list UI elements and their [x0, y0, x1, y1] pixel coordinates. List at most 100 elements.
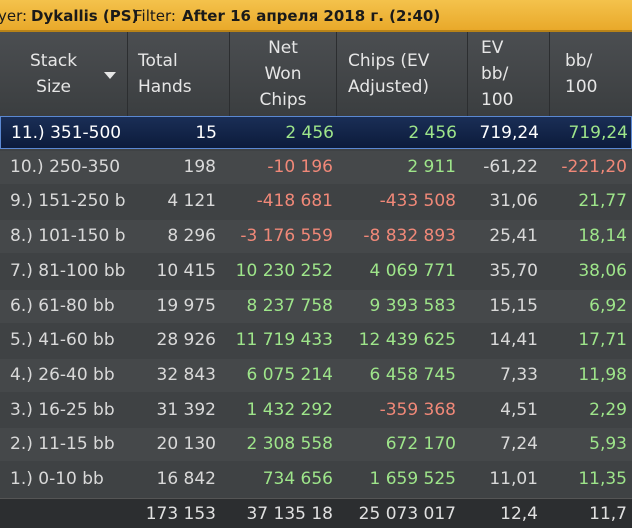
cell-bb: 2,29 — [589, 399, 627, 420]
cell-ev: 2 911 — [407, 156, 456, 177]
table-row[interactable]: 9.) 151-250 bb 4 121 -418 681 -433 508 31,06… — [0, 185, 632, 218]
cell-bb: 5,93 — [589, 434, 627, 455]
table-row[interactable]: 7.) 81-100 bb 10 415 10 230 252 4 069 771 35… — [0, 255, 632, 288]
cell-stack: 5.) 41-60 bb — [10, 330, 115, 351]
cell-hands: 16 842 — [156, 469, 216, 489]
cell-bb: 38,06 — [578, 260, 627, 281]
total-hands: 173 153 — [145, 504, 216, 524]
filter-label: Filter: — [134, 7, 176, 25]
sort-descending-icon — [104, 72, 116, 79]
column-header-label: Total Hands — [138, 51, 192, 97]
table-row[interactable]: 8.) 101-150 bb 8 296 -3 176 559 -8 832 893 2… — [0, 220, 632, 254]
column-header-total-hands[interactable]: Total Hands — [128, 32, 230, 116]
cell-evbb: 31,06 — [489, 191, 538, 212]
total-won: 37 135 18 — [246, 504, 333, 524]
cell-won: -3 176 559 — [240, 226, 333, 247]
cell-bb: -221,20 — [561, 156, 627, 177]
player-name[interactable]: Dykallis (PS) — [31, 7, 139, 25]
cell-won: 734 656 — [262, 469, 333, 489]
cell-won: -418 681 — [256, 191, 333, 212]
table-row[interactable]: 6.) 61-80 bb 19 975 8 237 758 9 393 583 15,1… — [0, 289, 632, 323]
table-row[interactable]: 4.) 26-40 bb 32 843 6 075 214 6 458 745 7,33… — [0, 358, 632, 392]
cell-ev: 9 393 583 — [369, 295, 456, 316]
cell-evbb: 25,41 — [489, 226, 538, 247]
table-row[interactable]: 3.) 16-25 bb 31 392 1 432 292 -359 368 4,51 2… — [0, 394, 632, 427]
cell-hands: 198 — [183, 156, 216, 177]
cell-stack: 6.) 61-80 bb — [10, 295, 115, 316]
column-header-chips-ev[interactable]: Chips (EV Adjusted) — [337, 32, 468, 116]
cell-ev: 6 458 745 — [369, 364, 456, 385]
totals-row: 173 153 37 135 18 25 073 017 12,4 11,7 — [0, 498, 632, 528]
cell-bb: 17,71 — [578, 330, 627, 351]
cell-evbb: 7,24 — [500, 434, 538, 455]
cell-ev: 672 170 — [385, 434, 456, 455]
cell-hands: 8 296 — [167, 226, 216, 247]
cell-stack: 10.) 250-350 — [10, 156, 121, 177]
cell-ev: 1 659 525 — [369, 469, 456, 489]
cell-won: 1 432 292 — [246, 399, 333, 420]
cell-ev: -8 832 893 — [363, 226, 456, 247]
cell-evbb: 15,15 — [489, 295, 538, 316]
cell-evbb: 719,24 — [479, 123, 539, 143]
cell-hands: 20 130 — [156, 434, 216, 455]
cell-evbb: -61,22 — [483, 156, 538, 177]
cell-bb: 11,98 — [578, 364, 627, 385]
cell-hands: 31 392 — [156, 399, 216, 420]
cell-ev: -359 368 — [379, 399, 456, 420]
cell-won: -10 196 — [267, 156, 333, 177]
cell-stack: 2.) 11-15 bb — [10, 434, 115, 455]
cell-hands: 10 415 — [156, 260, 216, 281]
cell-won: 6 075 214 — [246, 364, 333, 385]
column-header-stack-size[interactable]: Stack Size — [0, 32, 128, 116]
column-header-label: EV bb/ 100 — [481, 38, 514, 110]
cell-won: 10 230 252 — [235, 260, 333, 281]
cell-ev: -433 508 — [379, 191, 456, 212]
table-header: Stack Size Total Hands Net Won Chips Chi… — [0, 32, 632, 117]
cell-stack: 9.) 151-250 bb — [10, 191, 126, 212]
cell-ev: 2 456 — [408, 123, 457, 143]
table-row[interactable]: 10.) 250-350 198 -10 196 2 911 -61,22 -221,20 — [0, 150, 632, 184]
cell-evbb: 4,51 — [500, 399, 538, 420]
column-header-label: Stack Size — [30, 51, 78, 97]
cell-evbb: 35,70 — [489, 260, 538, 281]
table-row[interactable]: 2.) 11-15 bb 20 130 2 308 558 672 170 7,24 5,… — [0, 428, 632, 462]
cell-stack: 4.) 26-40 bb — [10, 364, 115, 385]
column-header-label: Net Won Chips — [259, 38, 307, 110]
cell-won: 2 308 558 — [246, 434, 333, 455]
column-header-bb100[interactable]: bb/ 100 — [550, 32, 632, 116]
cell-ev: 12 439 625 — [358, 330, 456, 351]
cell-bb: 719,24 — [568, 123, 628, 143]
cell-stack: 8.) 101-150 bb — [10, 226, 126, 247]
cell-bb: 6,92 — [589, 295, 627, 316]
cell-stack: 7.) 81-100 bb — [10, 260, 126, 281]
cell-ev: 4 069 771 — [369, 260, 456, 281]
cell-hands: 32 843 — [156, 364, 216, 385]
cell-stack: 3.) 16-25 bb — [10, 399, 115, 420]
cell-bb: 18,14 — [578, 226, 627, 247]
table-row[interactable]: 5.) 41-60 bb 28 926 11 719 433 12 439 625 14… — [0, 324, 632, 357]
filter-value[interactable]: After 16 апреля 2018 г. (2:40) — [182, 7, 441, 25]
column-header-ev-bb100[interactable]: EV bb/ 100 — [468, 32, 550, 116]
cell-hands: 15 — [195, 123, 217, 143]
cell-evbb: 7,33 — [500, 364, 538, 385]
cell-evbb: 14,41 — [489, 330, 538, 351]
player-label: yer: — [0, 7, 28, 25]
column-header-net-won[interactable]: Net Won Chips — [230, 32, 337, 116]
column-header-label: bb/ 100 — [565, 51, 598, 97]
cell-bb: 21,77 — [578, 191, 627, 212]
cell-evbb: 11,01 — [489, 469, 538, 489]
cell-hands: 28 926 — [156, 330, 216, 351]
column-header-label: Chips (EV Adjusted) — [348, 51, 430, 97]
table-row[interactable]: 11.) 351-500 15 2 456 2 456 719,24 719,24 — [0, 116, 632, 149]
total-ev-bb100: 12,4 — [500, 504, 538, 524]
cell-hands: 19 975 — [156, 295, 216, 316]
cell-won: 8 237 758 — [246, 295, 333, 316]
cell-bb: 11,35 — [578, 469, 627, 489]
total-ev: 25 073 017 — [358, 504, 456, 524]
cell-won: 2 456 — [285, 123, 334, 143]
cell-stack: 1.) 0-10 bb — [10, 469, 104, 489]
filter-bar: yer: Dykallis (PS) Filter: After 16 апре… — [0, 0, 632, 32]
cell-hands: 4 121 — [167, 191, 216, 212]
cell-stack: 11.) 351-500 — [11, 123, 122, 143]
table-row[interactable]: 1.) 0-10 bb 16 842 734 656 1 659 525 11,01 11… — [0, 463, 632, 496]
